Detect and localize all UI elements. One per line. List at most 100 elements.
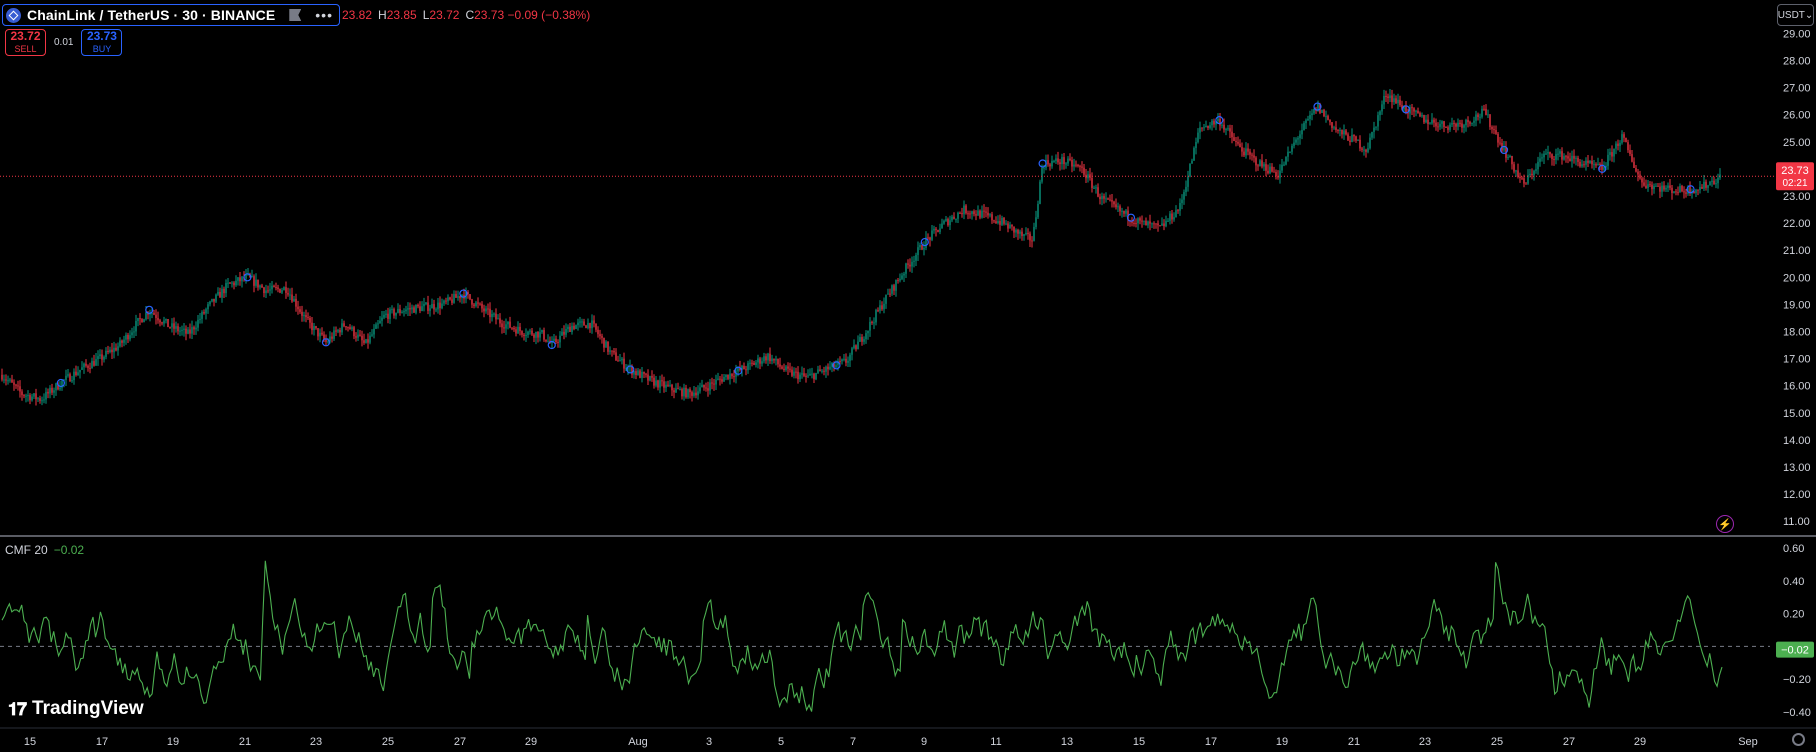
- candle-body: [1187, 176, 1189, 187]
- candle-body: [421, 306, 423, 312]
- candle-body: [1667, 185, 1669, 188]
- cmf-plot: [0, 560, 1770, 712]
- candle-body: [1391, 95, 1393, 103]
- candle-body: [383, 314, 385, 318]
- candle-body: [319, 332, 321, 337]
- candle-body: [1147, 221, 1149, 226]
- candle-body: [189, 329, 191, 334]
- candle-body: [381, 317, 383, 321]
- candle-body: [1645, 185, 1647, 189]
- candle-body: [1687, 186, 1689, 194]
- candle-body: [1603, 167, 1605, 170]
- candle-body: [1605, 165, 1607, 168]
- candle-body: [1347, 134, 1349, 141]
- candle-body: [1613, 148, 1615, 157]
- candle-body: [633, 371, 635, 375]
- candle-body: [1057, 158, 1059, 163]
- candle-body: [1053, 160, 1055, 162]
- sell-button[interactable]: 23.72 SELL: [5, 29, 46, 56]
- candle-body: [1093, 187, 1095, 189]
- candle-body: [497, 318, 499, 320]
- candle-body: [669, 384, 671, 386]
- candle-body: [1239, 143, 1241, 148]
- candle-body: [317, 328, 319, 337]
- candle-body: [109, 349, 111, 353]
- candle-body: [139, 318, 141, 320]
- candle-body: [979, 210, 981, 218]
- candle-body: [1429, 123, 1431, 125]
- candle-body: [67, 374, 69, 376]
- time-axis-label: 25: [382, 736, 394, 748]
- candle-body: [597, 329, 599, 335]
- symbol-selector[interactable]: ChainLink / TetherUS · 30 · BINANCE •••: [2, 4, 340, 26]
- more-icon[interactable]: •••: [315, 7, 333, 23]
- candle-body: [1407, 112, 1409, 114]
- candle-body: [931, 230, 933, 240]
- flag-icon[interactable]: [289, 9, 302, 21]
- candle-body: [345, 326, 347, 328]
- candle-body: [119, 340, 121, 347]
- gear-icon[interactable]: [1792, 733, 1805, 746]
- candle-body: [1237, 141, 1239, 144]
- candle-body: [585, 325, 587, 329]
- time-axis-label: 17: [1205, 736, 1217, 748]
- candle-body: [1141, 220, 1143, 222]
- candle-body: [1199, 127, 1201, 133]
- time-axis-label: 5: [778, 736, 784, 748]
- candle-body: [495, 313, 497, 320]
- candle-body: [185, 328, 187, 334]
- candle-body: [1195, 142, 1197, 149]
- lightning-icon[interactable]: ⚡: [1716, 515, 1734, 533]
- candle-body: [1681, 185, 1683, 192]
- candle-body: [1243, 151, 1245, 156]
- candle-body: [611, 350, 613, 352]
- candle-body: [265, 290, 267, 294]
- candle-body: [1375, 126, 1377, 128]
- candle-body: [159, 320, 161, 323]
- candle-body: [155, 314, 157, 318]
- candle-body: [1047, 160, 1049, 165]
- candle-body: [43, 399, 45, 401]
- candle-body: [531, 330, 533, 335]
- time-axis-label: 21: [1348, 736, 1360, 748]
- buy-button[interactable]: 23.73 BUY: [81, 29, 123, 56]
- candle-body: [1219, 118, 1221, 126]
- candle-body: [1069, 158, 1071, 160]
- candle-body: [1479, 116, 1481, 118]
- candle-body: [1579, 161, 1581, 167]
- candle-body: [1025, 232, 1027, 235]
- time-axis-label: 27: [454, 736, 466, 748]
- candle-body: [529, 330, 531, 332]
- price-axis-label: 28.00: [1783, 56, 1811, 68]
- candle-body: [1425, 119, 1427, 123]
- candle-body: [1441, 121, 1443, 124]
- candle-body: [591, 320, 593, 329]
- candle-body: [541, 330, 543, 333]
- candle-body: [1485, 108, 1487, 115]
- candle-body: [95, 359, 97, 366]
- currency-selector[interactable]: USDT ⌄: [1777, 4, 1814, 26]
- candle-body: [203, 312, 205, 314]
- candle-body: [1035, 217, 1037, 227]
- candle-body: [357, 334, 359, 338]
- ohlc-low: L23.72: [422, 8, 460, 22]
- candle-body: [1575, 157, 1577, 159]
- candle-body: [377, 323, 379, 325]
- candle-body: [889, 293, 891, 295]
- tradingview-logo[interactable]: 𝟏𝟕 TradingView: [8, 698, 144, 720]
- candle-body: [257, 279, 259, 288]
- candle-body: [1471, 122, 1473, 124]
- candle-body: [571, 325, 573, 333]
- candle-body: [1165, 220, 1167, 227]
- candle-body: [1011, 224, 1013, 227]
- candle-body: [367, 339, 369, 343]
- candle-body: [539, 332, 541, 338]
- time-axis-label: 23: [310, 736, 322, 748]
- candle-body: [1027, 232, 1029, 234]
- price-axis-label: 13.00: [1783, 462, 1811, 474]
- candle-body: [1703, 181, 1705, 189]
- time-axis-label: 23: [1419, 736, 1431, 748]
- candle-body: [1031, 240, 1033, 242]
